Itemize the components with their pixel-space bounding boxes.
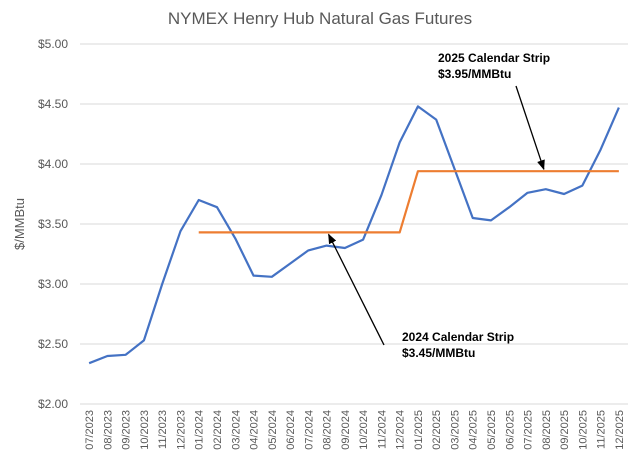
annotation-arrow bbox=[328, 233, 385, 346]
x-tick-label: 09/2025 bbox=[559, 410, 571, 450]
x-tick-label: 02/2025 bbox=[431, 410, 443, 450]
x-tick-label: 04/2024 bbox=[249, 410, 261, 450]
x-tick-label: 04/2025 bbox=[468, 410, 480, 450]
x-tick-label: 02/2024 bbox=[212, 410, 224, 450]
series-line bbox=[198, 170, 619, 234]
x-tick-label: 05/2025 bbox=[486, 410, 498, 450]
y-axis-label: $/MMBtu bbox=[12, 198, 27, 250]
x-tick-label: 10/2025 bbox=[577, 410, 589, 450]
series bbox=[88, 105, 620, 365]
x-tick-label: 11/2023 bbox=[157, 410, 169, 449]
x-tick-label: 08/2023 bbox=[102, 410, 114, 450]
y-axis: $2.00 $2.50 $3.00 $3.50 $4.00 $4.50 $5.00 bbox=[38, 37, 68, 411]
x-tick-label: 05/2024 bbox=[267, 410, 279, 450]
y-tick-label: $5.00 bbox=[38, 37, 68, 51]
x-tick-label: 06/2024 bbox=[285, 410, 297, 450]
y-tick-label: $3.50 bbox=[38, 217, 68, 231]
x-tick-label: 11/2025 bbox=[596, 410, 608, 449]
x-tick-label: 03/2025 bbox=[449, 410, 461, 450]
gridlines bbox=[80, 43, 628, 405]
x-tick-label: 09/2024 bbox=[340, 410, 352, 450]
x-axis: 07/2023 08/2023 09/2023 10/2023 11/2023 12/20… bbox=[84, 410, 626, 450]
chart-title: NYMEX Henry Hub Natural Gas Futures bbox=[168, 9, 472, 28]
x-tick-label: 08/2024 bbox=[322, 410, 334, 450]
annotations: 2025 Calendar Strip $3.95/MMBtu 2024 Calen… bbox=[328, 51, 550, 360]
x-tick-label: 03/2024 bbox=[230, 410, 242, 450]
x-tick-label: 08/2025 bbox=[541, 410, 553, 450]
x-tick-label: 07/2025 bbox=[523, 410, 535, 450]
y-tick-label: $4.00 bbox=[38, 157, 68, 171]
x-tick-label: 09/2023 bbox=[121, 410, 133, 450]
y-tick-label: $4.50 bbox=[38, 97, 68, 111]
y-tick-label: $2.00 bbox=[38, 397, 68, 411]
x-tick-label: 01/2024 bbox=[194, 410, 206, 450]
x-tick-label: 12/2025 bbox=[614, 410, 626, 450]
x-tick-label: 11/2024 bbox=[376, 410, 388, 449]
x-tick-label: 12/2023 bbox=[175, 410, 187, 450]
x-tick-label: 01/2025 bbox=[413, 410, 425, 450]
series-line bbox=[88, 105, 620, 365]
x-tick-label: 10/2024 bbox=[358, 410, 370, 450]
x-tick-label: 12/2024 bbox=[395, 410, 407, 450]
annotation-title: 2024 Calendar Strip bbox=[402, 330, 514, 344]
x-tick-label: 07/2024 bbox=[303, 410, 315, 450]
annotation-title: 2025 Calendar Strip bbox=[438, 51, 550, 65]
annotation-value: $3.95/MMBtu bbox=[438, 67, 511, 81]
x-tick-label: 06/2025 bbox=[504, 410, 516, 450]
x-tick-label: 10/2023 bbox=[139, 410, 151, 450]
y-tick-label: $2.50 bbox=[38, 337, 68, 351]
annotation-value: $3.45/MMBtu bbox=[402, 346, 475, 360]
x-tick-label: 07/2023 bbox=[84, 410, 96, 450]
y-tick-label: $3.00 bbox=[38, 277, 68, 291]
annotation-arrow bbox=[515, 85, 545, 171]
